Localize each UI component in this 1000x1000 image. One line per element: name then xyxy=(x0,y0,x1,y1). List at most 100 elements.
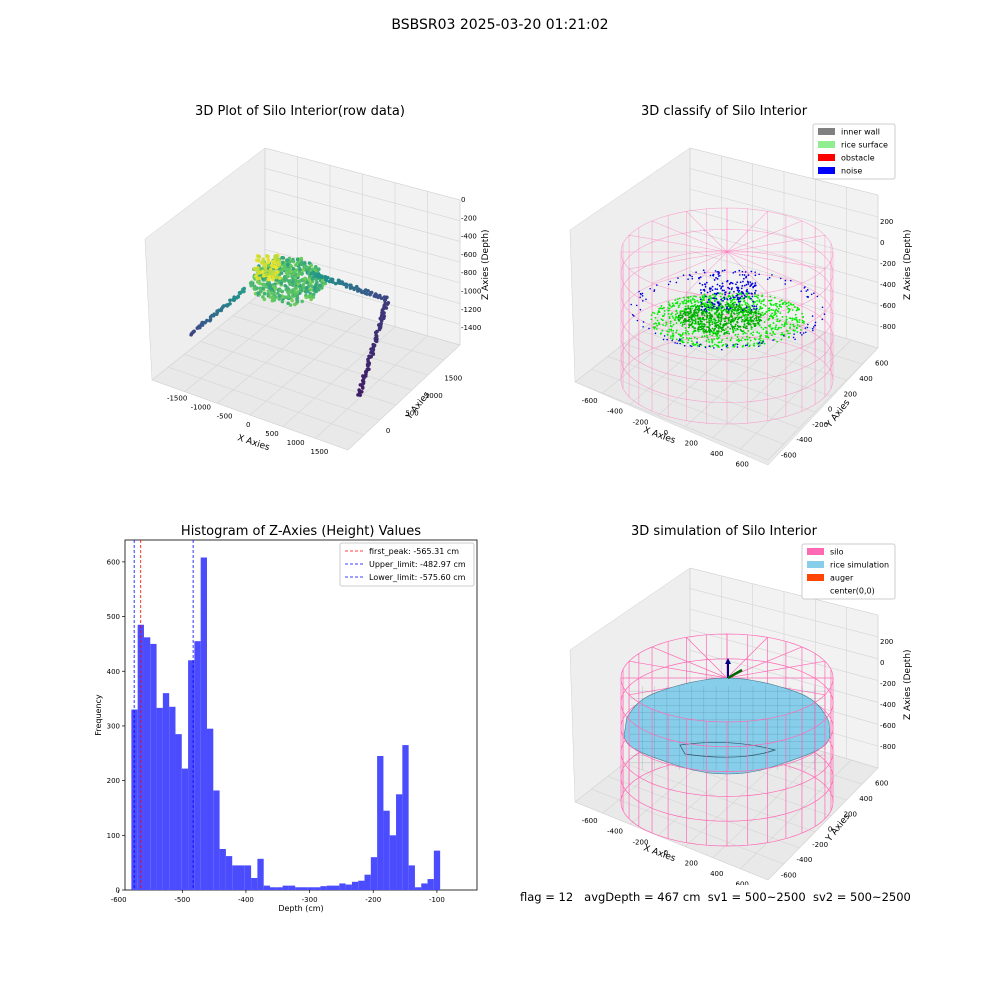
classified-point xyxy=(682,321,684,324)
classified-point xyxy=(669,337,672,340)
classified-point xyxy=(691,277,694,280)
classified-point xyxy=(709,320,712,323)
classified-point xyxy=(772,322,775,324)
classified-point xyxy=(793,318,796,320)
raw-data-point xyxy=(320,286,324,290)
classified-point xyxy=(698,277,700,280)
classified-point xyxy=(734,323,737,326)
classified-point xyxy=(708,319,711,322)
classified-point xyxy=(662,324,664,326)
classified-point xyxy=(665,323,668,325)
classified-point xyxy=(780,326,783,329)
raw-data-point xyxy=(295,262,299,267)
classified-point xyxy=(701,327,704,330)
classified-point xyxy=(761,307,764,310)
classified-point xyxy=(650,318,653,321)
classified-point xyxy=(769,324,772,326)
classified-point xyxy=(678,316,680,319)
histogram-ytick: 300 xyxy=(107,722,120,730)
classified-point xyxy=(721,309,724,312)
classified-point xyxy=(703,293,706,296)
classified-point xyxy=(752,319,755,322)
raw-data-point xyxy=(316,275,321,279)
classified-point xyxy=(743,307,746,310)
classified-point xyxy=(736,320,739,323)
raw-data-point xyxy=(284,267,289,272)
classified-point xyxy=(676,316,678,319)
raw-data-point xyxy=(273,287,278,291)
raw-data-point xyxy=(286,295,291,299)
classify-xlabel: X Axies xyxy=(642,425,677,446)
classified-point xyxy=(733,290,735,293)
classified-point xyxy=(769,302,772,305)
classified-point xyxy=(752,285,755,288)
classified-point xyxy=(711,327,714,330)
classified-point xyxy=(736,312,738,315)
classified-point xyxy=(699,296,702,299)
classified-point xyxy=(679,340,682,342)
classified-point xyxy=(743,317,746,319)
classified-point xyxy=(693,311,696,314)
raw-data-point xyxy=(255,280,260,284)
classified-point xyxy=(671,302,674,305)
classified-point xyxy=(663,335,666,337)
classified-point xyxy=(756,331,759,334)
classify-ylabel: Y Axies xyxy=(824,398,853,431)
classified-point xyxy=(711,321,714,323)
classified-point xyxy=(678,304,680,307)
classified-point xyxy=(725,328,727,330)
classified-point xyxy=(730,297,732,300)
classified-point xyxy=(726,298,729,301)
classified-point xyxy=(759,344,761,347)
classified-point xyxy=(737,340,740,343)
classified-point xyxy=(762,339,765,342)
raw-data-point xyxy=(318,283,322,288)
raw-data-point xyxy=(261,295,265,299)
histogram-xtick: -600 xyxy=(111,896,127,904)
classified-point xyxy=(754,282,757,284)
classified-point xyxy=(770,308,773,311)
sim-ytick: -400 xyxy=(796,856,812,864)
classified-point xyxy=(758,338,761,341)
histogram-bar xyxy=(333,885,340,890)
classified-point xyxy=(754,301,756,304)
raw-data-point xyxy=(311,267,315,271)
classified-point xyxy=(742,325,745,328)
classified-point xyxy=(671,334,674,337)
classified-point xyxy=(705,310,708,313)
classified-point xyxy=(681,301,684,303)
classified-point xyxy=(717,275,720,277)
flag-text: flag = 12 xyxy=(520,890,574,904)
classified-point xyxy=(759,337,762,339)
raw-ztick: -1400 xyxy=(461,324,481,332)
legend-label-silo: silo xyxy=(830,548,844,557)
classified-point xyxy=(697,327,700,330)
histogram-bar xyxy=(150,643,157,890)
histogram-ytick: 600 xyxy=(107,558,120,566)
classified-point xyxy=(649,287,651,290)
classified-point xyxy=(730,309,732,312)
histogram-bar xyxy=(213,790,220,890)
classified-point xyxy=(735,303,738,306)
classified-point xyxy=(729,321,732,324)
histogram-xlabel: Depth (cm) xyxy=(278,904,323,913)
classified-point xyxy=(746,280,749,283)
classified-point xyxy=(719,274,721,277)
histogram-bar xyxy=(251,877,258,890)
classified-point xyxy=(705,303,708,306)
classified-point xyxy=(743,314,746,317)
classified-point xyxy=(782,334,785,337)
classified-point xyxy=(698,345,701,347)
histogram-bar xyxy=(206,728,214,890)
classified-point xyxy=(707,298,710,301)
classified-point xyxy=(714,300,717,302)
classified-point xyxy=(755,307,758,310)
raw-data-point xyxy=(211,313,216,318)
sim-ytick: 400 xyxy=(859,795,872,803)
classified-point xyxy=(708,312,710,315)
classified-point xyxy=(653,290,655,292)
classified-point xyxy=(755,319,758,322)
classified-point xyxy=(739,300,741,303)
raw-data-point xyxy=(380,310,384,315)
classified-point xyxy=(740,316,743,318)
